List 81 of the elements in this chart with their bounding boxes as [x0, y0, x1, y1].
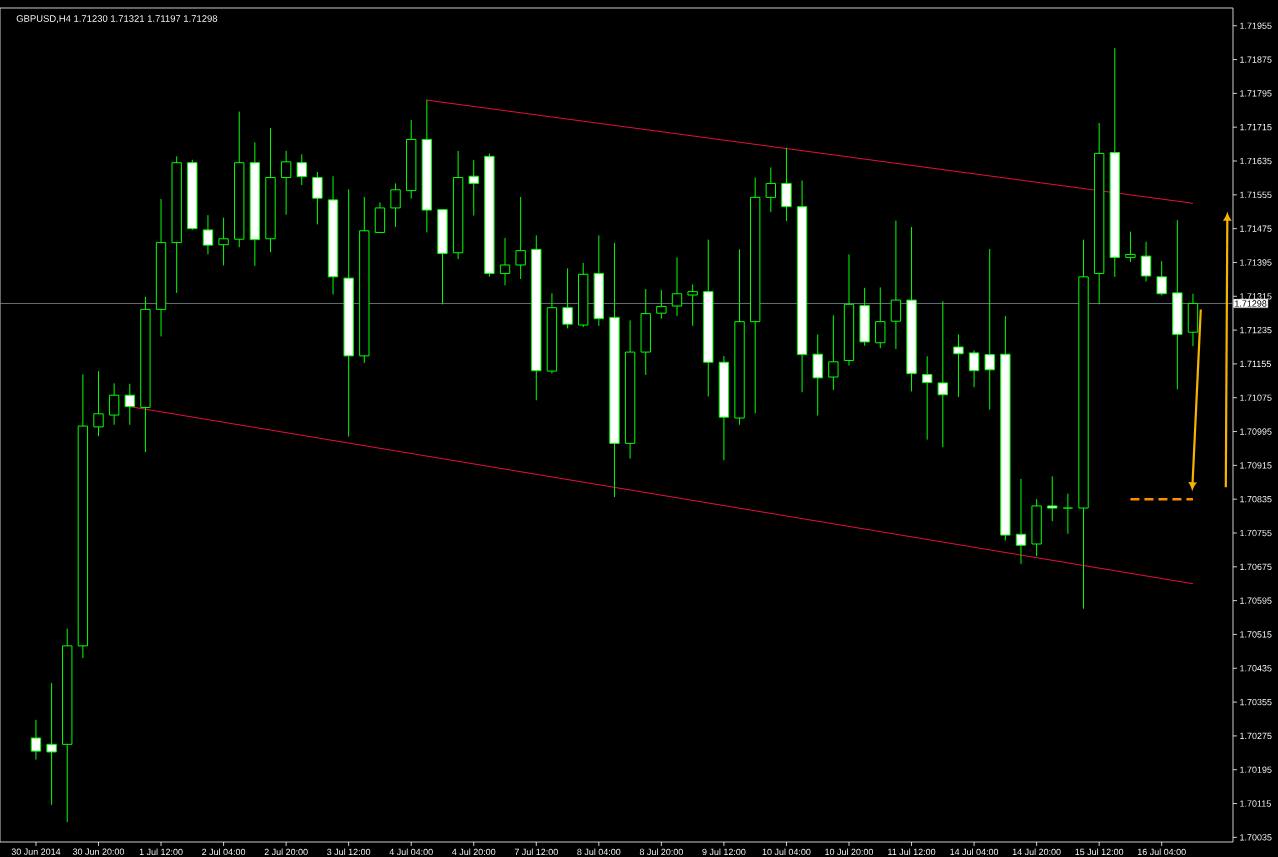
- x-tick-label: 4 Jul 20:00: [452, 848, 496, 856]
- candlestick: [1015, 478, 1027, 565]
- y-tick-label: 1.71795: [1240, 90, 1272, 97]
- y-tick-label: 1.70035: [1240, 834, 1272, 841]
- y-tick-label: 1.71475: [1240, 225, 1272, 232]
- candlestick: [1062, 493, 1074, 535]
- x-tick-label: 2 Jul 04:00: [202, 848, 246, 856]
- y-tick-label: 1.70995: [1240, 428, 1272, 435]
- x-tick-label: 2 Jul 20:00: [264, 848, 308, 856]
- candlestick: [499, 237, 511, 286]
- y-tick-label: 1.70435: [1240, 665, 1272, 672]
- candlestick: [984, 248, 995, 411]
- candlestick: [953, 333, 964, 398]
- candlestick: [828, 314, 839, 391]
- candlestick: [1125, 231, 1136, 263]
- y-tick-label: 1.71155: [1240, 360, 1271, 368]
- candlestick: [202, 214, 214, 255]
- y-tick-label: 1.71395: [1240, 259, 1272, 266]
- x-tick-label: 10 Jul 04:00: [762, 848, 811, 856]
- candlestick: [515, 196, 526, 280]
- text: GBPUSD,H4 1.71230 1.71321 1.71197 1.71298: [16, 15, 218, 24]
- y-tick-label: 1.70675: [1240, 563, 1272, 570]
- y-tick-label: 1.71715: [1240, 124, 1272, 131]
- candlestick: [296, 153, 307, 186]
- candlestick: [124, 383, 135, 426]
- y-tick-label: 1.70915: [1240, 462, 1272, 469]
- x-tick-label: 4 Jul 04:00: [389, 848, 433, 856]
- candlestick: [812, 333, 823, 416]
- y-tick-label: 1.71075: [1240, 394, 1272, 401]
- x-tick-label: 30 Jun 20:00: [72, 848, 125, 855]
- candlestick: [765, 166, 777, 213]
- candlestick: [890, 220, 902, 350]
- x-tick-label: 30 Jun 2014: [11, 848, 61, 855]
- candlestick: [218, 217, 229, 266]
- x-tick-label: 8 Jul 04:00: [577, 848, 621, 856]
- candlestick: [781, 147, 792, 222]
- candlestick: [1156, 260, 1167, 296]
- y-tick-label: 1.70115: [1240, 800, 1271, 807]
- candlestick: [30, 719, 42, 761]
- candlestick: [656, 289, 667, 320]
- candlestick: [1047, 475, 1058, 522]
- candlestick: [46, 682, 57, 806]
- candlestick: [468, 159, 479, 217]
- candlestick: [671, 256, 683, 317]
- candlestick: [280, 150, 292, 216]
- candlestick: [968, 349, 980, 388]
- y-tick-label: 1.70595: [1240, 597, 1272, 604]
- y-tick-label: 1.70355: [1240, 698, 1272, 706]
- x-tick-label: 11 Jul 12:00: [888, 848, 936, 856]
- x-tick-label: 3 Jul 12:00: [327, 848, 371, 856]
- candlestick: [108, 382, 120, 426]
- y-tick-label: 1.71875: [1240, 56, 1272, 63]
- candlestick: [921, 355, 933, 441]
- candlestick: [875, 286, 886, 349]
- y-tick-label: 1.70275: [1240, 732, 1272, 740]
- x-tick-label: 1 Jul 12:00: [139, 848, 183, 856]
- candlestick: [312, 171, 323, 225]
- x-tick-label: 8 Jul 20:00: [639, 848, 683, 856]
- y-tick-label: 1.71555: [1240, 191, 1272, 198]
- y-tick-label: 1.71235: [1240, 326, 1272, 334]
- x-tick-label: 10 Jul 20:00: [825, 848, 874, 856]
- y-tick-label: 1.71315: [1240, 293, 1272, 300]
- candlestick: [1140, 241, 1152, 282]
- candlestick: [937, 300, 948, 448]
- y-tick-label: 1.70515: [1240, 631, 1272, 638]
- x-tick-label: 16 Jul 04:00: [1137, 848, 1186, 856]
- x-tick-label: 9 Jul 12:00: [702, 848, 746, 856]
- y-tick-label: 1.71635: [1240, 157, 1272, 165]
- ref-line-label: 1.71298: [1235, 300, 1267, 307]
- candlestick: [93, 370, 104, 437]
- candlestick: [687, 283, 698, 327]
- y-tick-label: 1.71955: [1240, 22, 1272, 29]
- y-tick-label: 1.70755: [1240, 529, 1272, 537]
- x-tick-label: 7 Jul 12:00: [514, 848, 558, 856]
- x-tick-label: 14 Jul 04:00: [950, 848, 999, 856]
- candlestick: [562, 267, 573, 329]
- x-tick-label: 15 Jul 12:00: [1075, 848, 1124, 856]
- x-tick-label: 14 Jul 20:00: [1012, 848, 1061, 856]
- y-tick-label: 1.70195: [1240, 766, 1272, 773]
- candlestick: [390, 182, 401, 228]
- y-tick-label: 1.70835: [1240, 496, 1272, 503]
